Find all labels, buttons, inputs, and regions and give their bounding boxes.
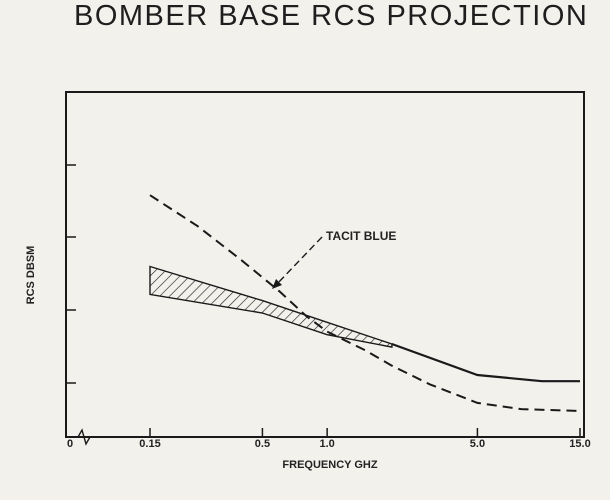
x-tick-label: 15.0 bbox=[569, 438, 590, 450]
annotation-tacit-blue: TACIT BLUE bbox=[326, 229, 396, 243]
x-tick-label: 1.0 bbox=[319, 438, 334, 450]
x-tick-label: 0.15 bbox=[139, 438, 160, 450]
annotation-arrow bbox=[275, 236, 323, 286]
x-tick-label: 0.5 bbox=[255, 438, 270, 450]
tacit-blue-line bbox=[149, 194, 581, 412]
y-axis-label: RCS DBSM bbox=[25, 246, 37, 305]
axis-break-mark bbox=[77, 428, 91, 446]
chart-title: BOMBER BASE RCS PROJECTION bbox=[74, 0, 589, 32]
x-axis-label: FREQUENCY GHZ bbox=[282, 459, 377, 471]
y-ticks bbox=[66, 164, 76, 384]
annotation-arrowhead bbox=[272, 279, 282, 289]
x-ticks bbox=[149, 428, 581, 437]
base-rcs-line bbox=[391, 342, 580, 383]
x-axis-origin-label: 0 bbox=[67, 438, 73, 450]
base-rcs-band bbox=[149, 265, 393, 348]
plot-frame bbox=[65, 91, 585, 438]
x-tick-label: 5.0 bbox=[470, 438, 485, 450]
